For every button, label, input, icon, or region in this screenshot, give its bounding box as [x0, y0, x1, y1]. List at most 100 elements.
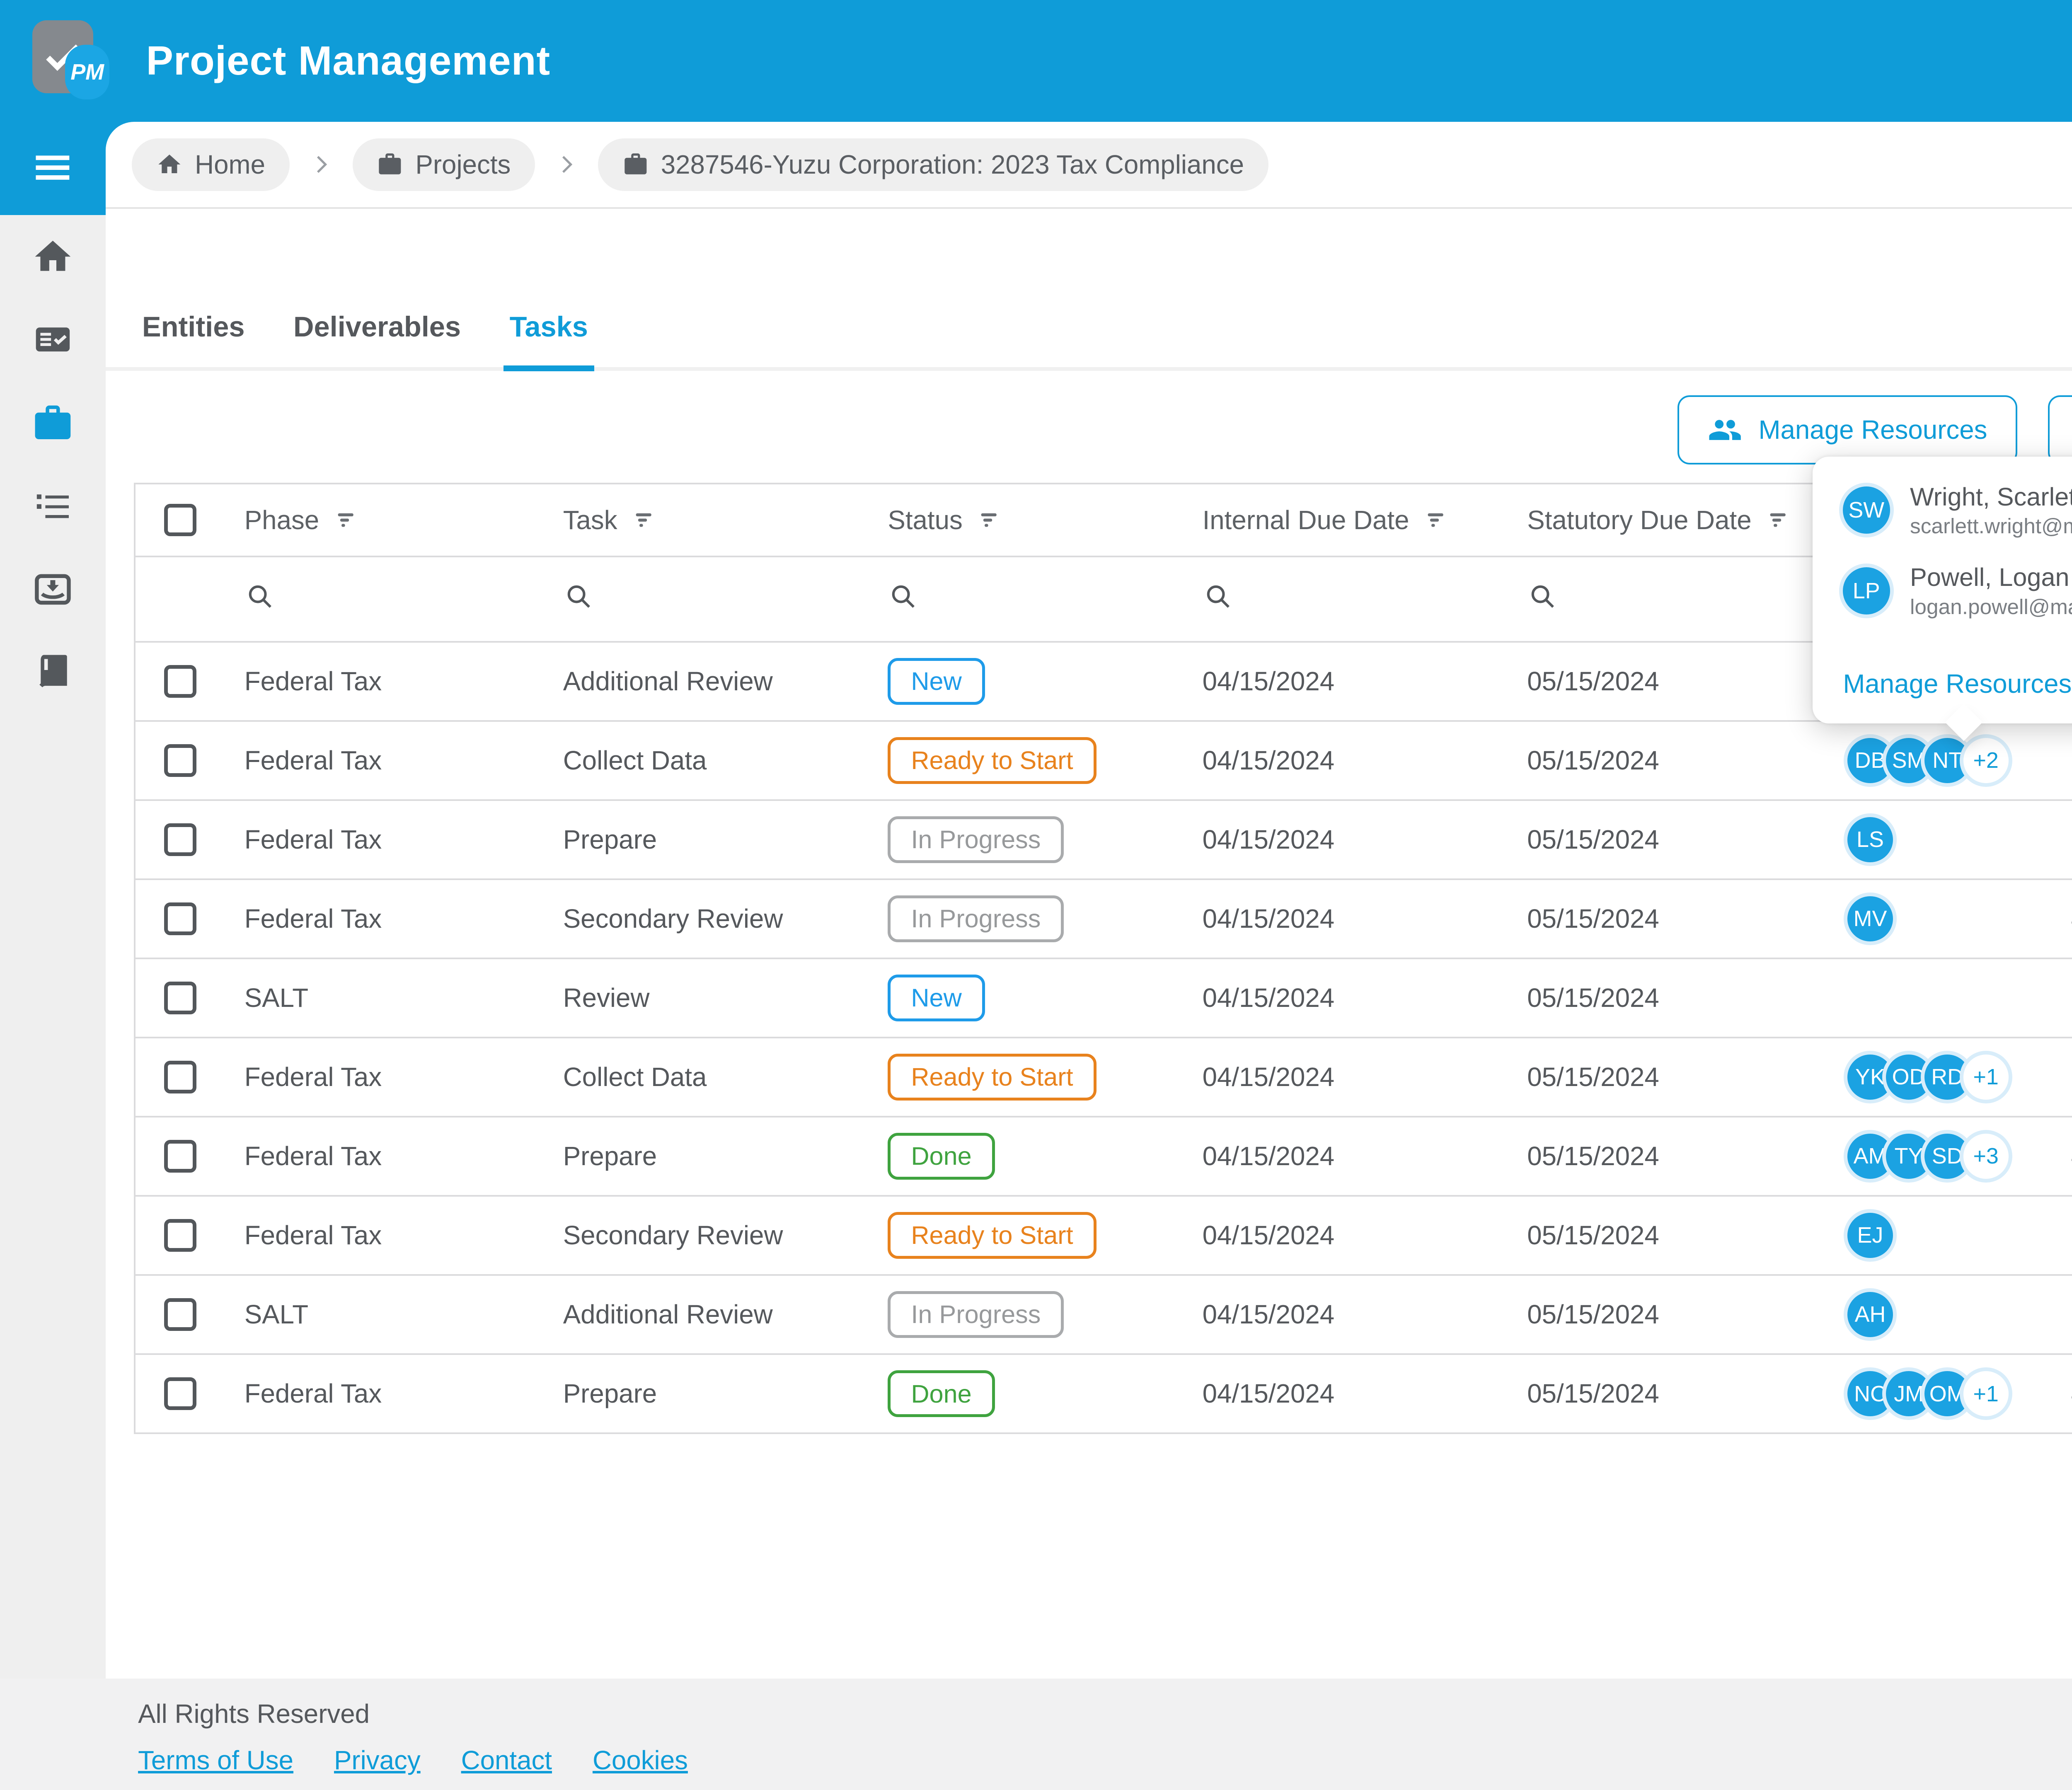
cell-status: In Progress — [859, 800, 1174, 880]
app-header: PM Project Management TA — [0, 0, 2072, 122]
search-icon[interactable] — [563, 581, 593, 611]
filter-icon[interactable] — [1766, 507, 1792, 533]
search-cell-statutory_due — [1498, 556, 1815, 643]
manage-resources-button[interactable]: Manage Resources — [1677, 395, 2018, 464]
avatar[interactable]: AM — [1844, 1130, 1897, 1183]
avatar[interactable]: MV — [1844, 892, 1897, 946]
cell-statutory_due: 05/15/2024 — [1498, 1037, 1815, 1118]
row-checkbox[interactable] — [164, 1298, 197, 1331]
avatar[interactable]: AH — [1844, 1288, 1897, 1341]
avatar-group[interactable]: DB SM NT +2 — [1844, 734, 2043, 787]
sidebar-item-home[interactable] — [0, 215, 106, 298]
search-icon[interactable] — [1527, 581, 1557, 611]
cell-internal_due: 04/15/2024 — [1174, 1116, 1499, 1197]
cell-statutory_due: 05/15/2024 — [1498, 721, 1815, 801]
avatar-group[interactable]: EJ — [1844, 1209, 2043, 1262]
list-icon — [31, 485, 74, 528]
cell-internal_due: 04/15/2024 — [1174, 1275, 1499, 1355]
sidebar-item-projects[interactable] — [0, 382, 106, 465]
cell-statutory_due: 05/15/2024 — [1498, 879, 1815, 959]
search-cell-internal_due — [1174, 556, 1499, 643]
menu-button[interactable] — [0, 121, 106, 215]
avatar-more-badge[interactable]: +2 — [1959, 734, 2012, 787]
row-checkbox[interactable] — [164, 744, 197, 777]
row-checkbox[interactable] — [164, 1219, 197, 1252]
breadcrumb-item[interactable]: Home — [132, 138, 290, 191]
search-icon[interactable] — [1203, 581, 1233, 611]
chevron-right-icon — [308, 151, 334, 178]
chevron-right-icon — [553, 151, 580, 178]
avatar[interactable]: NT — [1921, 734, 1974, 787]
row-checkbox[interactable] — [164, 665, 197, 698]
filter-icon[interactable] — [977, 507, 1003, 533]
avatar[interactable]: SM — [1882, 734, 1935, 787]
cell-task: Secondary Review — [535, 1195, 859, 1276]
breadcrumb-label: Projects — [415, 150, 511, 179]
table-row: Federal Tax Prepare In Progress 04/15/2024 0… — [135, 800, 2072, 880]
footer-link-contact[interactable]: Contact — [461, 1745, 552, 1775]
row-checkbox[interactable] — [164, 1377, 197, 1410]
cell-statutory_due: 05/15/2024 — [1498, 641, 1815, 722]
cell-resources: EJ — [1815, 1195, 2043, 1276]
cell-status: Done — [859, 1116, 1174, 1197]
sidebar-item-assignments[interactable] — [0, 298, 106, 382]
table-row: Federal Tax Secondary Review Ready to Star… — [135, 1195, 2072, 1276]
search-icon[interactable] — [244, 581, 275, 611]
avatar[interactable]: EJ — [1844, 1209, 1897, 1262]
row-checkbox[interactable] — [164, 902, 197, 935]
breadcrumb-item[interactable]: 3287546-Yuzu Corporation: 2023 Tax Compl… — [598, 138, 1268, 191]
briefcase-icon — [377, 151, 403, 178]
sidebar-item-inbox[interactable] — [0, 548, 106, 631]
status-badge: New — [888, 658, 985, 705]
avatar-more-badge[interactable]: +1 — [1959, 1367, 2012, 1420]
avatar-more-badge[interactable]: +3 — [1959, 1130, 2012, 1183]
footer-link-privacy[interactable]: Privacy — [334, 1745, 421, 1775]
column-search-row — [135, 556, 2072, 643]
filter-icon[interactable] — [632, 507, 658, 533]
cell-internal_due: 04/15/2024 — [1174, 721, 1499, 801]
sidebar-item-library[interactable] — [0, 631, 106, 714]
cell-resources: AH — [1815, 1275, 2043, 1355]
avatar[interactable]: LS — [1844, 813, 1897, 866]
cell-internal_due: 04/15/2024 — [1174, 1037, 1499, 1118]
row-checkbox[interactable] — [164, 1061, 197, 1093]
breadcrumb-item[interactable]: Projects — [352, 138, 535, 191]
popup-manage-resources-link[interactable]: Manage Resources — [1843, 669, 2072, 699]
cell-hours: 20 — [2043, 1037, 2072, 1118]
sidebar-item-list[interactable] — [0, 465, 106, 548]
request-shelf-button[interactable]: Request Shelf — [2048, 395, 2072, 464]
row-checkbox[interactable] — [164, 982, 197, 1014]
copyright-text: All Rights Reserved — [138, 1699, 370, 1729]
footer-link-cookies[interactable]: Cookies — [592, 1745, 688, 1775]
cell-statutory_due: 05/15/2024 — [1498, 800, 1815, 880]
avatar[interactable]: YK — [1844, 1050, 1897, 1104]
row-checkbox[interactable] — [164, 1140, 197, 1173]
avatar-group[interactable]: NC JM OM +1 — [1844, 1367, 2043, 1420]
avatar-group[interactable]: LS — [1844, 813, 2043, 866]
avatar-group[interactable]: MV — [1844, 892, 2043, 946]
status-badge: In Progress — [888, 895, 1064, 943]
filter-icon[interactable] — [1423, 507, 1450, 533]
cell-internal_due: 04/15/2024 — [1174, 641, 1499, 722]
cell-hours: 40 — [2043, 1116, 2072, 1197]
select-all-checkbox[interactable] — [164, 503, 197, 537]
avatar-group[interactable]: AH — [1844, 1288, 2043, 1341]
cell-status: Done — [859, 1354, 1174, 1433]
cell-statutory_due: 05/15/2024 — [1498, 1116, 1815, 1197]
cell-phase: Federal Tax — [244, 1379, 382, 1408]
search-icon[interactable] — [888, 581, 918, 611]
tab-tasks[interactable]: Tasks — [503, 310, 594, 372]
cell-select — [135, 1116, 216, 1197]
row-checkbox[interactable] — [164, 823, 197, 856]
tab-entities[interactable]: Entities — [142, 311, 245, 343]
column-header-task: Task — [535, 483, 859, 558]
cell-select — [135, 1037, 216, 1118]
tab-deliverables[interactable]: Deliverables — [293, 311, 461, 343]
home-icon — [156, 151, 183, 178]
footer-link-terms-of-use[interactable]: Terms of Use — [138, 1745, 294, 1775]
cell-select — [135, 1354, 216, 1433]
avatar-group[interactable]: YK OD RD +1 — [1844, 1050, 2043, 1104]
avatar-more-badge[interactable]: +1 — [1959, 1050, 2012, 1104]
filter-icon[interactable] — [334, 507, 360, 533]
avatar-group[interactable]: AM TY SD +3 — [1844, 1130, 2043, 1183]
